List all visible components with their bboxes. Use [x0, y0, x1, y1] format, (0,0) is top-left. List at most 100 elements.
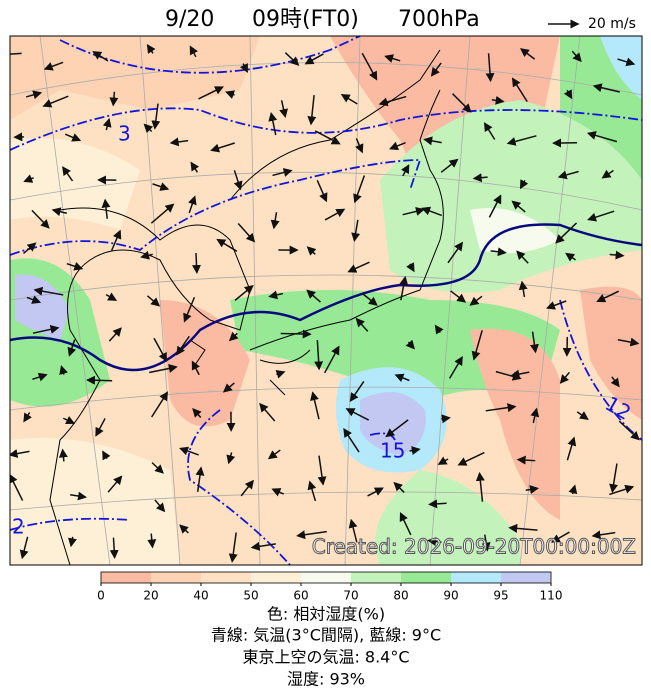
wind-arrow	[423, 136, 442, 146]
vector-legend: 20 m/s	[588, 16, 636, 32]
colorbar-band	[301, 572, 351, 583]
wind-arrow	[434, 324, 444, 335]
wind-arrow	[566, 436, 577, 461]
colorbar-band	[401, 572, 451, 583]
wind-arrow	[571, 50, 582, 63]
wind-arrow	[259, 402, 276, 422]
wind-arrow	[427, 537, 442, 546]
wind-arrow	[399, 511, 412, 536]
wind-arrow	[488, 194, 502, 218]
wind-arrow	[195, 466, 205, 492]
wind-arrow	[31, 209, 50, 229]
wind-arrow	[271, 488, 285, 497]
colorbar: 0 20 40 50 60 70 80 90 95 110	[97, 571, 563, 603]
wind-arrow	[609, 250, 625, 260]
wind-arrow	[234, 284, 254, 301]
wind-arrow	[559, 371, 570, 384]
wind-arrow	[389, 141, 406, 151]
wind-arrow	[151, 462, 164, 474]
wind-arrow	[233, 170, 243, 191]
wind-arrow	[191, 360, 200, 376]
wind-arrow	[519, 179, 529, 190]
wind-arrow	[108, 327, 122, 342]
wind-arrow	[406, 262, 415, 273]
colorbar-tick-label: 80	[393, 589, 408, 603]
wind-arrow	[10, 52, 22, 55]
wind-arrow	[485, 403, 517, 413]
wind-arrow	[592, 83, 620, 93]
wind-arrow	[146, 295, 161, 307]
contour-label: 15	[380, 439, 405, 463]
wind-arrow	[519, 48, 536, 60]
wind-arrow	[66, 262, 84, 271]
colorbar-band	[451, 572, 501, 583]
colorbar-tick-label: 60	[293, 589, 308, 603]
wind-arrow	[343, 428, 360, 453]
wind-arrow	[384, 54, 401, 63]
wind-arrow	[349, 380, 365, 403]
wind-arrow	[399, 275, 409, 301]
wind-arrow	[340, 94, 358, 105]
wind-arrow	[151, 103, 161, 130]
wind-arrow	[64, 133, 82, 142]
wind-arrow	[361, 52, 378, 81]
wind-arrow	[228, 331, 239, 342]
wind-arrow	[23, 412, 32, 423]
wind-arrow	[324, 208, 346, 221]
wind-arrow	[63, 415, 76, 425]
wind-arrow	[279, 100, 288, 119]
wind-arrow	[402, 207, 425, 216]
wind-arrow	[176, 335, 190, 356]
colorbar-band	[151, 572, 201, 583]
wind-arrow	[268, 290, 284, 300]
wind-arrow	[546, 300, 567, 310]
created-stamp: Created: 2026-09-20T00:00:00Z	[312, 535, 636, 559]
wind-arrow	[421, 206, 442, 217]
wind-arrow	[483, 122, 496, 140]
colorbar-band	[201, 572, 251, 583]
wind-arrow	[67, 339, 77, 357]
wind-arrow	[110, 229, 122, 252]
wind-arrow	[109, 91, 119, 107]
wind-arrow	[304, 53, 324, 65]
wind-arrow	[457, 451, 485, 466]
wind-arrow	[587, 210, 615, 222]
wind-arrow	[307, 480, 317, 502]
wind-arrow	[586, 131, 618, 143]
wind-arrow	[485, 53, 495, 83]
wind-arrow	[147, 533, 157, 549]
wind-arrow	[109, 537, 119, 560]
wind-arrow	[610, 376, 620, 388]
wind-arrow	[557, 170, 579, 180]
wind-arrow	[563, 89, 573, 100]
wind-arrow	[471, 330, 483, 361]
colorbar-tick-label: 50	[243, 589, 258, 603]
wind-arrow	[268, 111, 278, 136]
wind-arrow	[323, 345, 340, 374]
colorbar-tick-label: 110	[540, 589, 563, 603]
wind-arrow	[189, 45, 198, 58]
wind-arrow	[101, 198, 111, 219]
wind-arrow	[280, 329, 312, 339]
wind-arrow	[228, 532, 238, 563]
wind-arrow	[550, 531, 570, 543]
wind-arrow	[240, 479, 254, 497]
wind-arrow	[102, 450, 111, 461]
wind-arrow	[151, 391, 169, 418]
wind-arrow	[401, 164, 410, 177]
title-time: 09時(FT0)	[252, 7, 359, 32]
wind-arrow	[472, 173, 488, 183]
contour-label: 2	[12, 515, 25, 539]
wind-arrow	[448, 356, 463, 379]
wind-arrow	[510, 369, 530, 379]
wind-arrow	[430, 62, 442, 77]
wind-arrow	[518, 280, 528, 298]
wind-arrow	[70, 491, 87, 501]
wind-arrow	[154, 499, 166, 513]
wind-arrow	[601, 169, 614, 179]
wind-arrow	[239, 62, 248, 74]
wind-arrow	[618, 420, 640, 441]
wind-arrow	[51, 207, 68, 217]
map-frame	[9, 35, 643, 566]
wind-arrow	[367, 487, 384, 497]
